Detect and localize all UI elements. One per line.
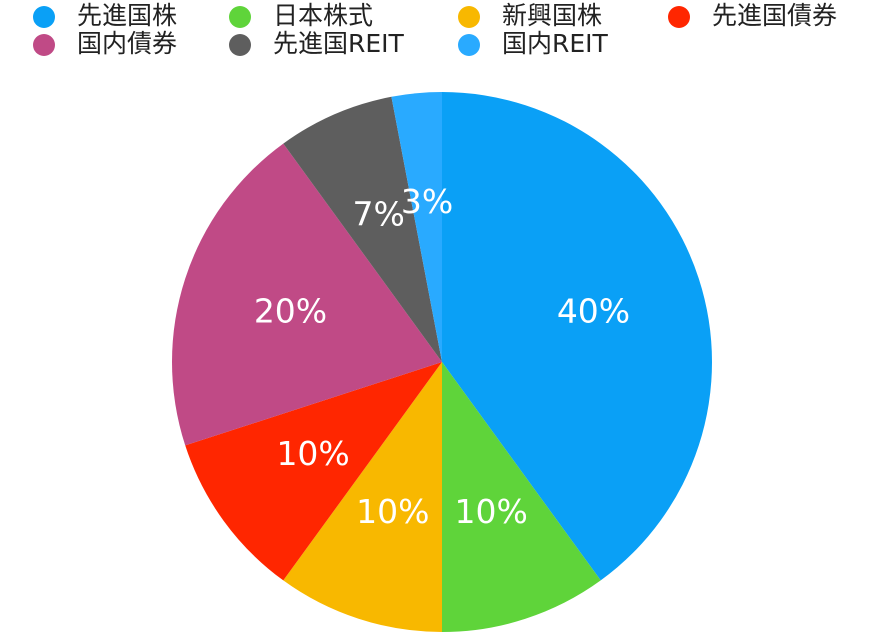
data-label: 7%: [353, 194, 405, 233]
legend-marker: [229, 34, 251, 56]
data-label: 10%: [276, 434, 349, 473]
data-label: 3%: [401, 182, 453, 221]
data-label: 10%: [356, 492, 429, 531]
data-label: 10%: [455, 492, 528, 531]
pie-slice: [442, 362, 601, 632]
legend-label: 先進国債券: [712, 1, 837, 30]
legend-marker: [458, 34, 480, 56]
pie-slice: [442, 92, 712, 581]
legend-marker: [668, 6, 690, 28]
legend-label: 先進国REIT: [273, 29, 405, 58]
pie-slice: [171, 143, 442, 446]
legend-label: 日本株式: [273, 1, 373, 30]
legend-marker: [33, 34, 55, 56]
legend-label: 新興国株: [502, 1, 602, 30]
legend-label: 国内債券: [77, 29, 177, 58]
legend-marker: [458, 6, 480, 28]
legend-label: 国内REIT: [502, 29, 609, 58]
pie-slice: [185, 362, 443, 581]
pie-slice: [391, 92, 442, 362]
pie-slice: [283, 96, 442, 362]
legend-marker: [33, 6, 55, 28]
data-label: 40%: [557, 291, 630, 330]
pie-slice: [283, 362, 442, 632]
data-label: 20%: [254, 291, 327, 330]
legend-label: 先進国株: [77, 1, 177, 30]
legend-marker: [229, 6, 251, 28]
